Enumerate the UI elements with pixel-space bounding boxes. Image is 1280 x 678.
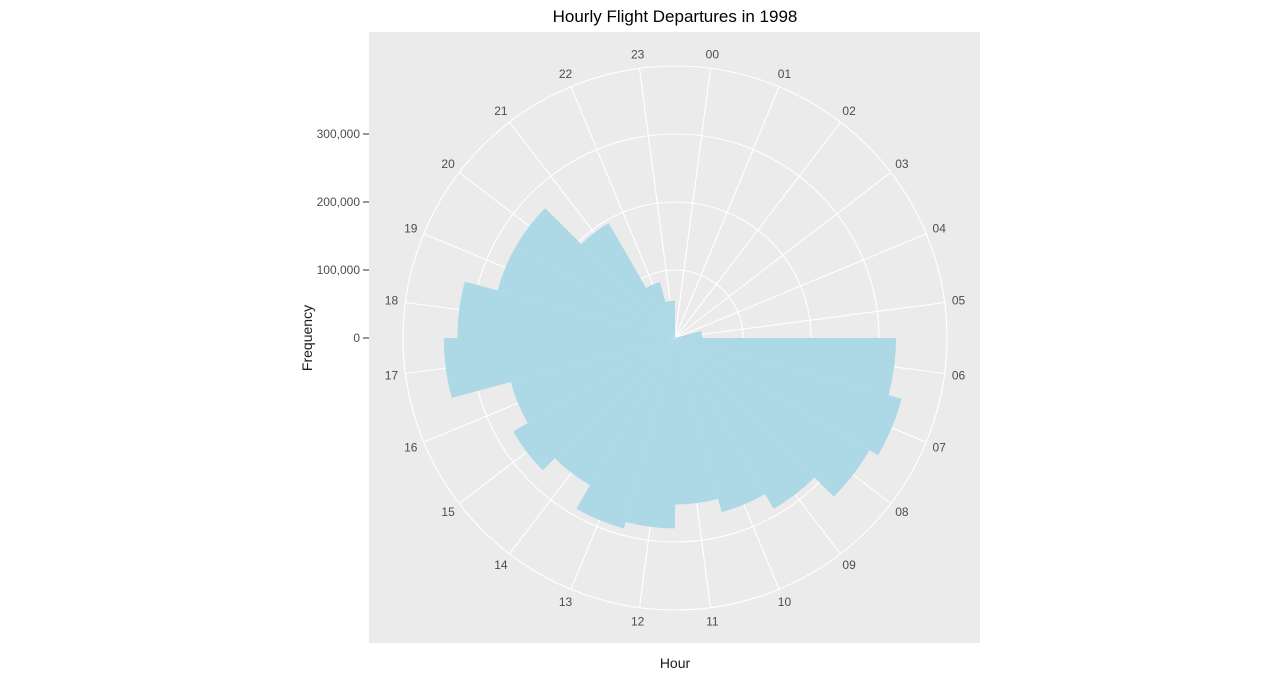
bar-hour-00 — [675, 335, 676, 338]
spoke-gridline — [674, 301, 945, 339]
bar-hour-16 — [510, 338, 675, 423]
hour-tick-label: 03 — [895, 157, 909, 171]
chart-title: Hourly Flight Departures in 1998 — [553, 7, 798, 26]
y-tick-label: 200,000 — [317, 195, 361, 209]
hour-tick-label: 23 — [631, 47, 645, 61]
hour-tick-label: 15 — [441, 505, 455, 519]
bar-hour-05 — [675, 330, 703, 338]
bar-hour-07 — [675, 338, 902, 456]
bar-hour-01 — [675, 336, 676, 338]
spoke-gridline — [674, 233, 927, 339]
bar-hour-13 — [576, 338, 675, 529]
y-axis-title: Frequency — [299, 305, 315, 371]
label-layer: 00 01 02 03 04 05 06 07 08 09 10 11 12 13 14 15 16 17 18 19… — [317, 47, 966, 628]
bar-hour-17 — [443, 338, 675, 398]
spoke-gridline — [674, 68, 712, 339]
y-tick-label: 300,000 — [317, 127, 361, 141]
hour-tick-label: 01 — [778, 67, 792, 81]
spoke-gridline — [638, 68, 676, 339]
bar-hour-10 — [675, 338, 766, 513]
hour-tick-label: 22 — [559, 67, 573, 81]
bar-hour-04 — [675, 336, 677, 338]
hour-tick-label: 18 — [385, 294, 399, 308]
hour-tick-label: 13 — [559, 595, 573, 609]
bar-hour-23 — [665, 300, 675, 338]
bar-hour-06 — [675, 338, 896, 396]
bar-hour-12 — [625, 338, 675, 529]
hour-tick-label: 02 — [842, 104, 856, 118]
hour-tick-label: 12 — [631, 615, 645, 629]
bar-hour-20 — [515, 208, 675, 338]
spoke-gridline — [674, 121, 842, 339]
hour-tick-label: 09 — [842, 558, 856, 572]
hour-tick-label: 11 — [706, 615, 719, 629]
hour-tick-label: 17 — [385, 368, 399, 382]
bar-hour-14 — [554, 338, 675, 486]
hour-tick-label: 14 — [494, 558, 508, 572]
hour-tick-label: 08 — [895, 505, 909, 519]
bar-hour-21 — [581, 223, 675, 338]
hour-tick-label: 21 — [494, 104, 508, 118]
hour-tick-label: 00 — [706, 47, 720, 61]
hour-tick-label: 19 — [404, 222, 418, 236]
x-axis-title: Hour — [660, 655, 691, 671]
bar-layer — [443, 208, 902, 529]
hour-tick-label: 10 — [778, 595, 792, 609]
outer-gridline — [402, 65, 948, 611]
hour-tick-label: 04 — [933, 222, 947, 236]
bar-hour-15 — [513, 338, 675, 471]
hour-tick-label: 16 — [404, 440, 418, 454]
bar-hour-19 — [497, 246, 675, 338]
hour-tick-label: 20 — [441, 157, 455, 171]
spoke-gridline — [674, 171, 892, 339]
spoke-gridline — [674, 86, 780, 339]
bar-hour-09 — [675, 338, 815, 509]
bar-hour-18 — [457, 281, 675, 338]
bar-hour-22 — [646, 282, 675, 338]
hour-tick-label: 05 — [952, 294, 966, 308]
bar-hour-08 — [675, 338, 870, 497]
hour-tick-label: 07 — [933, 440, 947, 454]
y-tick-label: 0 — [353, 331, 360, 345]
y-tick-label: 100,000 — [317, 263, 361, 277]
hour-tick-label: 06 — [952, 368, 966, 382]
bar-hour-11 — [675, 338, 719, 505]
